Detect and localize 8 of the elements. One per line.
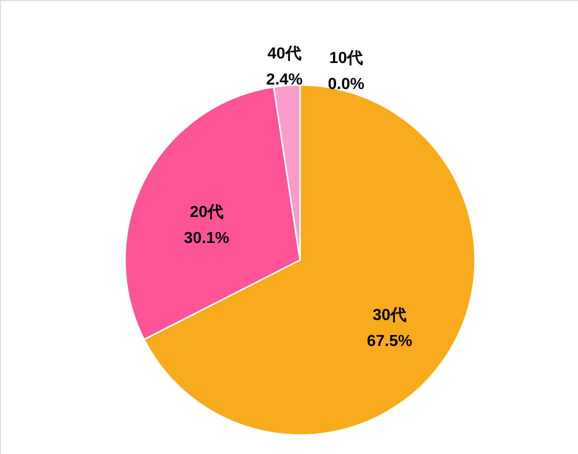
- data-label: 67.5%: [366, 332, 412, 350]
- data-label: 30.1%: [184, 230, 230, 248]
- data-label: 2.4%: [266, 72, 303, 89]
- category-label: 10代: [329, 50, 363, 68]
- slice-label: 30代: [372, 306, 406, 324]
- slice-label: 40代: [268, 44, 302, 63]
- text: 0.0%: [328, 76, 364, 94]
- slice-label: 20代: [190, 203, 224, 222]
